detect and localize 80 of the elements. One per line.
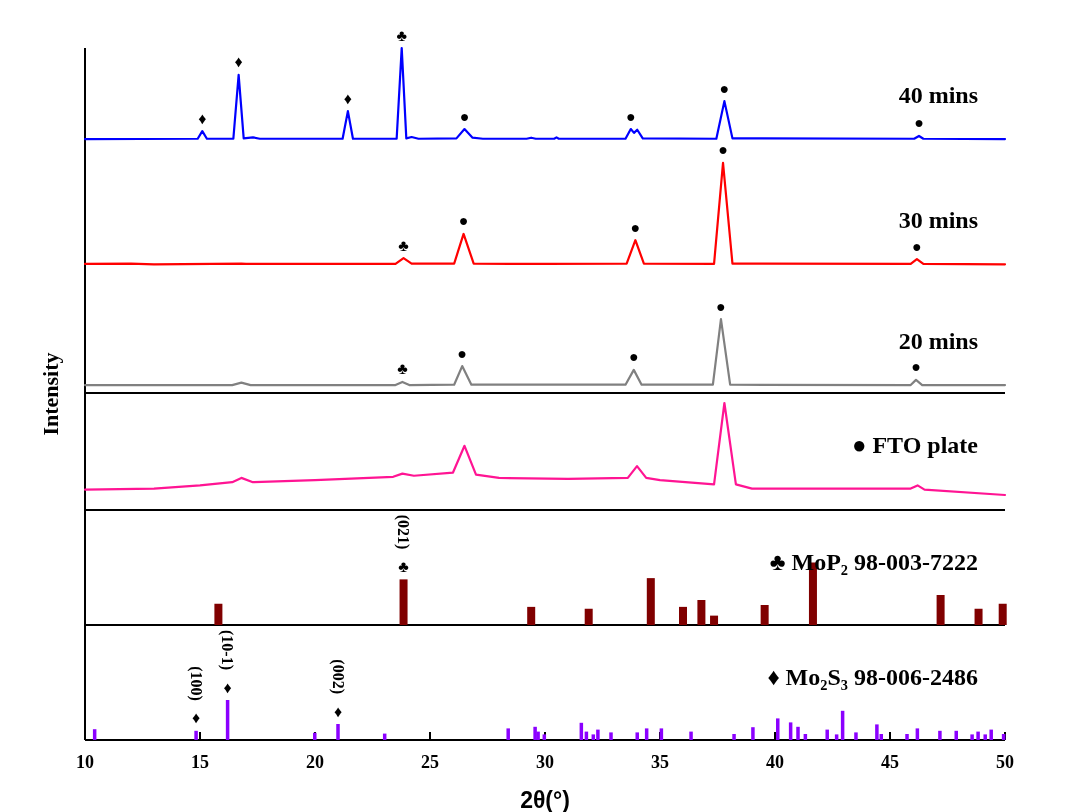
bar [596,729,600,740]
annotation: ● [625,107,636,125]
series-label: ♦ Mo₂S₃ 98-006-2486 [767,664,978,690]
annotation: ♣ [398,557,410,575]
bar [954,730,958,740]
annotation: ● [630,218,641,236]
annotation: (002) [328,659,347,694]
bar [214,603,223,625]
x-tick-label: 10 [76,752,94,772]
annotation: (021) [394,514,413,550]
bar [536,731,540,740]
x-tick-label: 40 [766,752,784,772]
bar [796,726,800,740]
series-label: ● FTO plate [851,432,979,458]
annotation: ♦ [234,53,243,71]
annotation: ● [716,297,726,315]
bar [974,608,983,625]
series-label: 40 mins [898,82,978,109]
annotation: ● [914,114,924,132]
annotation: ♦ [333,702,343,720]
annotation: (100) [186,666,205,701]
bar [834,734,839,740]
bar [646,578,655,625]
bar [989,729,993,740]
x-tick-label: 30 [536,752,554,772]
bar [732,734,736,740]
annotation: ♦ [198,109,207,127]
x-tick-label: 35 [651,752,669,772]
bar [936,595,945,625]
y-axis-title: Intensity [38,352,63,436]
x-tick-label: 20 [306,752,324,772]
x-tick-label: 25 [421,752,439,772]
bar [970,734,974,740]
bar [399,579,408,625]
series-label: ♣ MoP₂ 98-003-7222 [769,549,978,575]
bar [635,732,639,740]
bar [976,731,980,740]
bar [689,731,693,740]
series-label: 30 mins [898,206,978,233]
bar [591,734,596,740]
annotation: ● [718,141,728,159]
annotation: ♦ [223,678,232,696]
annotation: ♦ [192,709,201,727]
annotation: ● [459,107,470,125]
x-axis-title: 2θ(°) [520,787,570,812]
annotation: (10-1) [218,630,237,670]
bar [679,606,687,625]
annotation: ● [458,212,469,230]
bar [697,600,706,625]
bar [938,730,942,740]
annotation: ● [719,79,730,97]
bar [998,603,1007,625]
bar [506,728,510,740]
bar [527,606,536,625]
annotation: ● [912,237,922,255]
annotation: ♣ [396,26,408,44]
bar [825,729,829,740]
bar [609,732,613,740]
bar [760,605,769,625]
bar [336,724,340,740]
annotation: ● [457,344,468,362]
annotation: ♣ [397,360,409,378]
x-tick-label: 45 [881,752,899,772]
bar [875,724,879,740]
bar [983,734,987,740]
bar [533,726,537,740]
annotation: ♦ [343,89,352,107]
x-tick-label: 15 [191,752,209,772]
bar [854,732,858,740]
bar [776,718,780,740]
annotation: ♣ [398,236,410,254]
x-tick-label: 50 [996,752,1014,772]
bar [584,608,593,625]
bar [905,734,909,740]
bar [710,615,719,625]
annotation: ● [911,358,921,376]
series-label: 20 mins [898,328,978,355]
bar [194,730,198,740]
bar [751,727,755,740]
annotation: ● [628,348,639,366]
